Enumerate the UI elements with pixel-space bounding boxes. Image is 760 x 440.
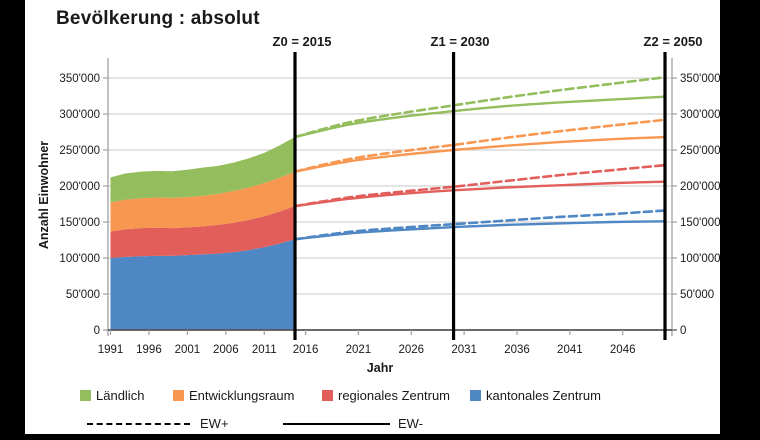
svg-text:2006: 2006 [213,344,239,356]
svg-text:0: 0 [94,325,100,337]
legend-item-laendlich: Ländlich [80,387,144,403]
svg-text:2031: 2031 [451,344,477,356]
letterbox-bottom [0,434,760,440]
svg-text:350'000: 350'000 [59,73,100,85]
marker-label-z1: Z1 = 2030 [430,34,490,49]
dashed-line-sample [87,423,190,425]
y-axis-title: Anzahl Einwohner [37,140,51,250]
svg-text:200'000: 200'000 [680,181,721,193]
legend-swatch-laendlich [80,389,91,401]
solid-line-sample [283,423,390,425]
svg-text:50'000: 50'000 [680,289,714,301]
svg-text:50'000: 50'000 [66,289,100,301]
svg-text:1996: 1996 [136,344,162,356]
svg-text:200'000: 200'000 [59,181,100,193]
legend-label-entwicklungsraum: Entwicklungsraum [189,387,295,403]
legend-item-entwicklungsraum: Entwicklungsraum [173,387,295,403]
svg-text:0: 0 [680,325,686,337]
legend-label-laendlich: Ländlich [96,387,145,403]
marker-label-z2: Z2 = 2050 [643,34,703,49]
legend-swatch-entwicklungsraum [173,389,184,401]
svg-text:2001: 2001 [175,344,201,356]
scenario-label-ew-plus: EW+ [200,416,229,431]
svg-text:300'000: 300'000 [680,109,721,121]
svg-text:2011: 2011 [252,344,277,356]
svg-text:1991: 1991 [98,344,124,356]
x-axis-title: Jahr [366,361,394,375]
svg-text:250'000: 250'000 [680,145,721,157]
letterbox-left [0,0,25,440]
legend-label-regionales-zentrum: regionales Zentrum [338,387,450,403]
svg-text:2036: 2036 [504,344,530,356]
svg-text:350'000: 350'000 [680,73,721,85]
svg-text:2026: 2026 [398,344,424,356]
chart-title: Bevölkerung : absolut [56,8,260,29]
svg-text:250'000: 250'000 [59,145,100,157]
marker-label-z0: Z0 = 2015 [272,34,332,49]
legend-swatch-kantonales-zentrum [470,389,481,401]
svg-text:100'000: 100'000 [680,253,721,265]
svg-text:150'000: 150'000 [680,217,721,229]
scenario-label-ew-minus: EW- [398,416,424,431]
legend-item-regionales-zentrum: regionales Zentrum [322,387,450,403]
svg-text:150'000: 150'000 [59,217,100,229]
legend-item-kantonales-zentrum: kantonales Zentrum [470,387,601,403]
svg-text:2046: 2046 [610,344,636,356]
svg-text:2021: 2021 [346,344,372,356]
legend-label-kantonales-zentrum: kantonales Zentrum [486,387,601,403]
legend-swatch-regionales-zentrum [322,389,333,401]
letterbox-right [720,0,760,440]
svg-text:300'000: 300'000 [59,109,100,121]
svg-text:2041: 2041 [557,344,583,356]
svg-text:100'000: 100'000 [59,253,100,265]
svg-text:2016: 2016 [293,344,319,356]
